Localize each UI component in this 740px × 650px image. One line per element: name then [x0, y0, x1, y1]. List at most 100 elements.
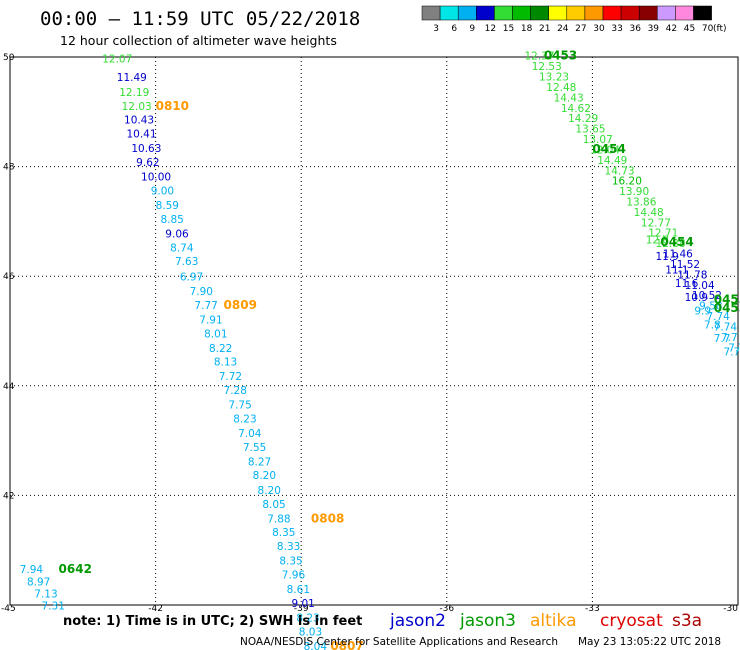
wave-height-label: 8.35 — [279, 555, 302, 567]
pass-time-label: 0642 — [59, 562, 92, 576]
wave-height-label: 16.20 — [612, 176, 642, 188]
wave-height-label: 12.19 — [119, 87, 149, 99]
wave-height-label: 12.37 — [524, 51, 554, 63]
wave-height-label: 8.23 — [296, 612, 319, 624]
chart-subtitle: 12 hour collection of altimeter wave hei… — [60, 33, 337, 48]
satellite-legend-item: altika — [530, 611, 577, 631]
color-scale-label: 45 — [684, 24, 695, 34]
wave-height-label: 8.05 — [262, 499, 285, 511]
pass-time-label: 0453 — [544, 49, 577, 63]
wave-height-label: 8.74 — [170, 243, 194, 255]
wave-height-label: 8.97 — [27, 576, 50, 588]
wave-height-label: 8.13 — [214, 357, 237, 369]
pass-time-label: 0454 — [660, 235, 693, 249]
wave-height-label: 7.13 — [34, 588, 57, 600]
wave-height-label: 10.63 — [131, 143, 161, 155]
pass-time-label: 0807 — [330, 639, 363, 650]
wave-height-label: 7.77 — [194, 300, 217, 312]
wave-height-label: 11.52 — [670, 259, 700, 271]
axis-ticks: -45 -42 -39 -36 -33 -30 42 44 46 48 50 — [1, 53, 738, 614]
color-scale-swatch — [439, 5, 459, 21]
wave-height-label: 10.9 — [685, 292, 708, 304]
wave-height-label: 7.8 — [704, 319, 721, 331]
wave-height-label: 13.90 — [619, 186, 649, 198]
color-scale-swatch — [638, 5, 658, 21]
color-scale-label: 27 — [575, 24, 586, 34]
wave-height-label: 7.72 — [219, 371, 242, 383]
wave-height-label: 7.7 — [728, 342, 740, 354]
wave-height-label: 7.74 — [706, 311, 730, 323]
wave-height-label: 7.7 — [721, 332, 738, 344]
color-scale-label: 36 — [629, 24, 641, 34]
x-tick-label: -33 — [585, 604, 600, 614]
wave-height-label: 8.20 — [258, 485, 281, 497]
satellite-legend-item: jason2 — [389, 611, 446, 631]
wave-height-label: 8.35 — [272, 527, 295, 539]
wave-height-label: 12.88 — [655, 238, 685, 250]
wave-height-label: 8.85 — [160, 214, 183, 226]
wave-height-label: 7.7 — [714, 333, 731, 345]
color-scale-label: 3 — [433, 24, 439, 34]
color-scale-swatch — [548, 5, 568, 21]
wave-height-label: 12.53 — [532, 61, 562, 73]
color-scale-swatch — [457, 5, 477, 21]
wave-height-label: 7.63 — [175, 256, 198, 268]
color-scale-swatch — [476, 5, 495, 21]
pass-time-label: 0809 — [224, 298, 257, 312]
grid-lines — [10, 57, 738, 605]
wave-height-label: 11.49 — [117, 72, 147, 84]
x-tick-label: -42 — [148, 604, 163, 614]
color-scale-label: 12 — [485, 24, 496, 34]
color-scale-label: 9 — [469, 24, 475, 34]
pass-time-label: 0808 — [311, 511, 344, 525]
wave-height-label: 8.22 — [209, 343, 232, 355]
wave-height-label: 9.58 — [699, 301, 722, 313]
wave-height-label: 7.04 — [238, 428, 262, 440]
wave-height-label: 12.07 — [102, 53, 132, 65]
y-tick-label: 48 — [3, 163, 15, 173]
satellite-legend-item: s3a — [672, 611, 702, 631]
color-scale-label: 70 — [702, 24, 714, 34]
color-scale-swatch — [675, 5, 694, 21]
plot-frame — [9, 56, 739, 606]
color-scale-swatch — [421, 5, 441, 21]
x-tick-label: -36 — [439, 604, 454, 614]
wave-height-label: 7.75 — [228, 399, 251, 411]
color-scale-label: 39 — [648, 24, 660, 34]
wave-height-label: 12.48 — [546, 82, 576, 94]
footer-credit: NOAA/NESDIS Center for Satellite Applica… — [240, 636, 558, 648]
wave-height-label: 11.1 — [665, 264, 688, 276]
wave-height-label: 7.55 — [243, 442, 266, 454]
color-scale-swatch — [602, 5, 622, 21]
pass-time-label: 0454 — [592, 142, 625, 156]
wave-height-label: 10.41 — [126, 129, 156, 141]
color-scale-label: 6 — [451, 24, 457, 34]
wave-height-label: 12.71 — [648, 228, 678, 240]
wave-height-label: 7.74 — [714, 321, 738, 333]
chart-title: 00:00 – 11:59 UTC 05/22/2018 — [40, 8, 360, 30]
wave-height-label: 9.62 — [136, 157, 159, 169]
y-tick-label: 46 — [3, 272, 15, 282]
wave-height-label: 7.28 — [224, 385, 247, 397]
satellite-legend-item: cryosat — [600, 611, 663, 631]
wave-height-label: 7.96 — [282, 570, 306, 582]
wave-height-label: 10.00 — [141, 171, 171, 183]
color-scale-label: 24 — [557, 24, 569, 34]
wave-height-label: 13.65 — [575, 124, 605, 136]
wave-height-label: 13.86 — [626, 197, 656, 209]
pass-labels: 0453 0454 0454 04550455 0810 0809 0808 0807 0642 — [59, 49, 740, 650]
wave-height-label: 8.59 — [156, 200, 179, 212]
wave-height-label: 9.06 — [165, 228, 189, 240]
wave-height-label: 12.03 — [122, 101, 152, 113]
wave-height-label: 7.91 — [199, 314, 222, 326]
wave-height-label: 14.48 — [634, 207, 664, 219]
x-tick-label: -45 — [1, 604, 16, 614]
wave-height-label: 14.73 — [605, 165, 635, 177]
wave-height-label: 11.78 — [677, 269, 707, 281]
wave-height-label: 12.8 — [646, 234, 669, 246]
color-scale-label: 21 — [539, 24, 550, 34]
wave-height-label: 8.01 — [204, 329, 227, 341]
